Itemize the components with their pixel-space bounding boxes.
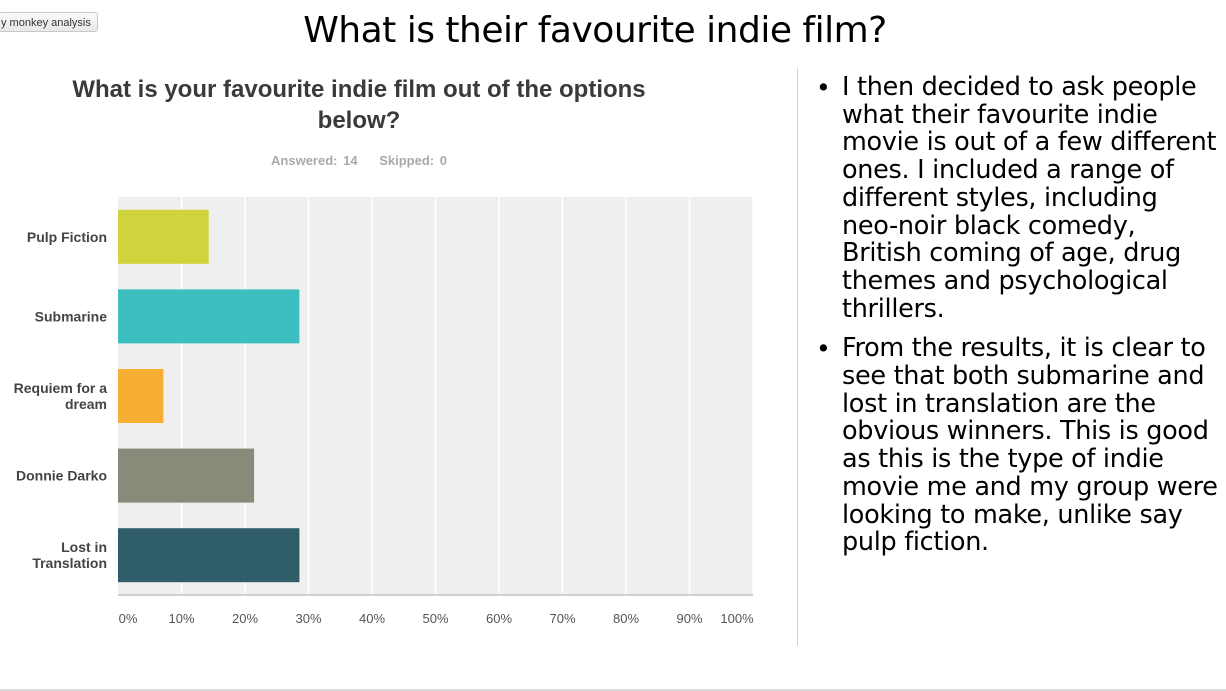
y-category-label: dream [65,396,107,412]
slide-title: What is their favourite indie film? [303,10,887,51]
answered-count: Answered: 14 [271,153,358,168]
bar [118,209,209,264]
survey-monkey-analysis-button[interactable]: y monkey analysis [0,12,98,32]
x-tick-label: 30% [295,611,321,626]
bar [118,289,300,344]
x-tick-label: 0% [119,611,138,626]
bar-chart: 0% 10% 20% 30% 40% 50% 60% 70% 80% 90% 100% Pulp Fi… [14,197,754,626]
y-category-label: Submarine [35,308,108,324]
x-tick-label: 70% [549,611,575,626]
x-tick-label: 90% [676,611,702,626]
bullet-item: I then decided to ask people what their … [810,73,1220,323]
x-tick-label: 40% [359,611,385,626]
bar [118,528,300,583]
y-category-label: Lost in [61,539,107,555]
x-tick-label: 20% [232,611,258,626]
bar [118,448,255,503]
chart-title: What is your favourite indie film out of… [72,76,646,134]
skipped-count: Skipped: 0 [379,153,447,168]
y-category-label: Pulp Fiction [27,229,107,245]
x-tick-label: 50% [422,611,448,626]
x-tick-label: 60% [486,611,512,626]
x-tick-label: 80% [613,611,639,626]
y-category-label: Requiem for a [14,380,108,396]
y-category-label: Donnie Darko [16,468,107,484]
bottom-border [0,689,1226,691]
response-stats: Answered: 14 Skipped: 0 [200,153,518,168]
y-category-label: Translation [32,555,107,571]
column-divider [797,68,798,646]
bullet-item: From the results, it is clear to see tha… [810,335,1220,557]
bar [118,369,164,423]
x-tick-label: 100% [720,611,754,626]
x-tick-label: 10% [168,611,194,626]
bullet-list: I then decided to ask people what their … [810,73,1220,569]
